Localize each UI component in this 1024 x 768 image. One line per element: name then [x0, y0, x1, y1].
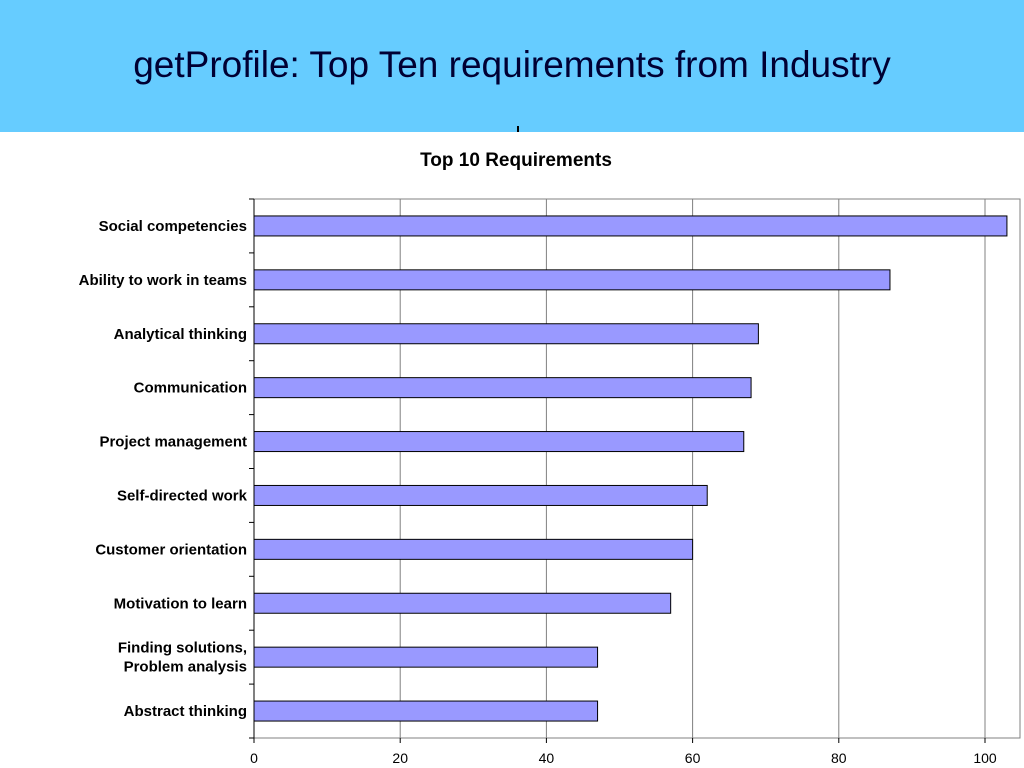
title-banner: getProfile: Top Ten requirements from In…	[0, 0, 1024, 132]
bar	[253, 377, 752, 399]
bar	[253, 592, 672, 614]
bar	[253, 700, 599, 722]
category-label: Problem analysis	[124, 659, 247, 676]
slide-title: getProfile: Top Ten requirements from In…	[133, 44, 891, 85]
bar	[253, 269, 891, 291]
bar	[253, 538, 694, 560]
bar	[253, 646, 599, 668]
x-tick-label: 80	[831, 750, 847, 766]
bar	[253, 484, 708, 506]
category-label: Analytical thinking	[114, 326, 247, 343]
x-tick-label: 40	[539, 750, 555, 766]
x-tick-label: 100	[973, 750, 997, 766]
x-tick-label: 60	[685, 750, 701, 766]
category-label: Abstract thinking	[124, 703, 247, 720]
category-label: Motivation to learn	[114, 595, 247, 612]
x-tick-label: 20	[392, 750, 408, 766]
x-tick-label: 0	[250, 750, 258, 766]
category-label: Self-directed work	[117, 487, 248, 504]
bar	[253, 431, 745, 453]
category-label: Communication	[134, 380, 247, 397]
bar	[253, 215, 1008, 237]
chart-title: Top 10 Requirements	[420, 150, 612, 171]
stray-tick-mark	[517, 126, 519, 132]
category-label: Finding solutions,	[118, 640, 247, 657]
category-label: Customer orientation	[95, 541, 247, 558]
bar	[253, 323, 759, 345]
category-label: Project management	[99, 434, 247, 451]
category-label: Social competencies	[99, 218, 247, 235]
category-label: Ability to work in teams	[79, 272, 247, 289]
